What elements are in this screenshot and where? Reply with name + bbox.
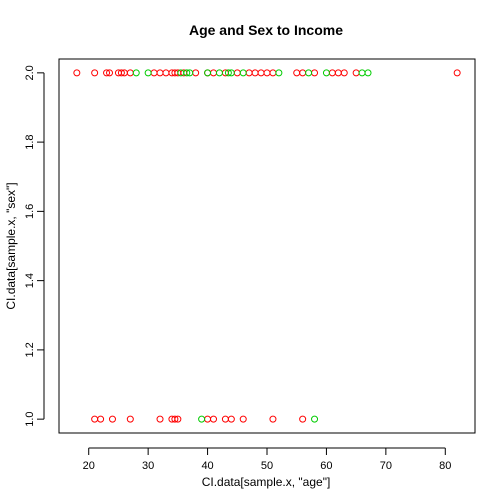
data-point-series-1	[117, 69, 125, 77]
data-point-series-1	[233, 69, 241, 77]
data-point-series-1	[162, 69, 170, 77]
plot-frame	[58, 58, 476, 434]
data-point-series-1	[91, 415, 99, 423]
data-point-series-2	[311, 415, 319, 423]
x-tick-label: 30	[142, 460, 154, 472]
y-tick-label: 1.0	[24, 411, 36, 426]
data-point-series-1	[204, 415, 212, 423]
data-point-series-1	[239, 415, 247, 423]
data-point-series-1	[210, 415, 218, 423]
y-tick-label: 1.6	[24, 204, 36, 219]
data-point-series-1	[210, 69, 218, 77]
data-point-series-2	[322, 69, 330, 77]
data-point-series-1	[311, 69, 319, 77]
data-point-series-1	[352, 69, 360, 77]
data-point-series-1	[171, 415, 179, 423]
data-point-series-1	[73, 69, 81, 77]
chart-title: Age and Sex to Income	[189, 22, 343, 38]
data-point-series-1	[263, 69, 271, 77]
data-point-series-2	[275, 69, 283, 77]
data-point-series-1	[150, 69, 158, 77]
x-tick-label: 60	[320, 460, 332, 472]
data-point-series-2	[227, 69, 235, 77]
y-tick-label: 2.0	[24, 65, 36, 80]
x-tick-label: 20	[83, 460, 95, 472]
data-point-series-1	[156, 415, 164, 423]
data-point-series-2	[358, 69, 366, 77]
y-tick-label: 1.2	[24, 342, 36, 357]
data-point-series-1	[245, 69, 253, 77]
data-point-series-1	[97, 415, 105, 423]
data-point-series-2	[198, 415, 206, 423]
x-tick-label: 50	[261, 460, 273, 472]
data-point-series-1	[106, 69, 114, 77]
data-point-series-1	[269, 415, 277, 423]
data-point-series-2	[215, 69, 223, 77]
y-tick-label: 1.4	[24, 273, 36, 288]
data-points	[73, 69, 461, 423]
y-axis-label: CI.data[sample.x, "sex"]	[4, 182, 18, 309]
y-tick-label: 1.8	[24, 134, 36, 149]
data-point-series-1	[192, 69, 200, 77]
x-axis-label: CI.data[sample.x, "age"]	[202, 475, 331, 489]
data-point-series-2	[132, 69, 140, 77]
data-point-series-2	[364, 69, 372, 77]
x-tick-label: 70	[380, 460, 392, 472]
data-point-series-1	[91, 69, 99, 77]
data-point-series-1	[227, 415, 235, 423]
data-point-series-1	[340, 69, 348, 77]
data-point-series-1	[156, 69, 164, 77]
data-point-series-2	[183, 69, 191, 77]
data-point-series-2	[224, 69, 232, 77]
data-point-series-1	[251, 69, 259, 77]
data-point-series-2	[186, 69, 194, 77]
data-point-series-2	[305, 69, 313, 77]
data-point-series-1	[126, 415, 134, 423]
data-point-series-2	[144, 69, 152, 77]
data-point-series-1	[108, 415, 116, 423]
x-tick-label: 40	[201, 460, 213, 472]
data-point-series-1	[328, 69, 336, 77]
x-axis: 20 30 40 50 60 70 80	[83, 447, 451, 472]
data-point-series-1	[103, 69, 111, 77]
y-axis: 1.0 1.2 1.4 1.6 1.8 2.0	[24, 65, 45, 427]
data-point-series-1	[299, 415, 307, 423]
data-point-series-1	[453, 69, 461, 77]
data-point-series-1	[334, 69, 342, 77]
data-point-series-1	[126, 69, 134, 77]
data-point-series-1	[221, 415, 229, 423]
x-tick-label: 80	[439, 460, 451, 472]
data-point-series-1	[174, 415, 182, 423]
data-point-series-1	[257, 69, 265, 77]
data-point-series-2	[204, 69, 212, 77]
data-point-series-1	[269, 69, 277, 77]
data-point-series-2	[239, 69, 247, 77]
data-point-series-1	[299, 69, 307, 77]
data-point-series-1	[293, 69, 301, 77]
